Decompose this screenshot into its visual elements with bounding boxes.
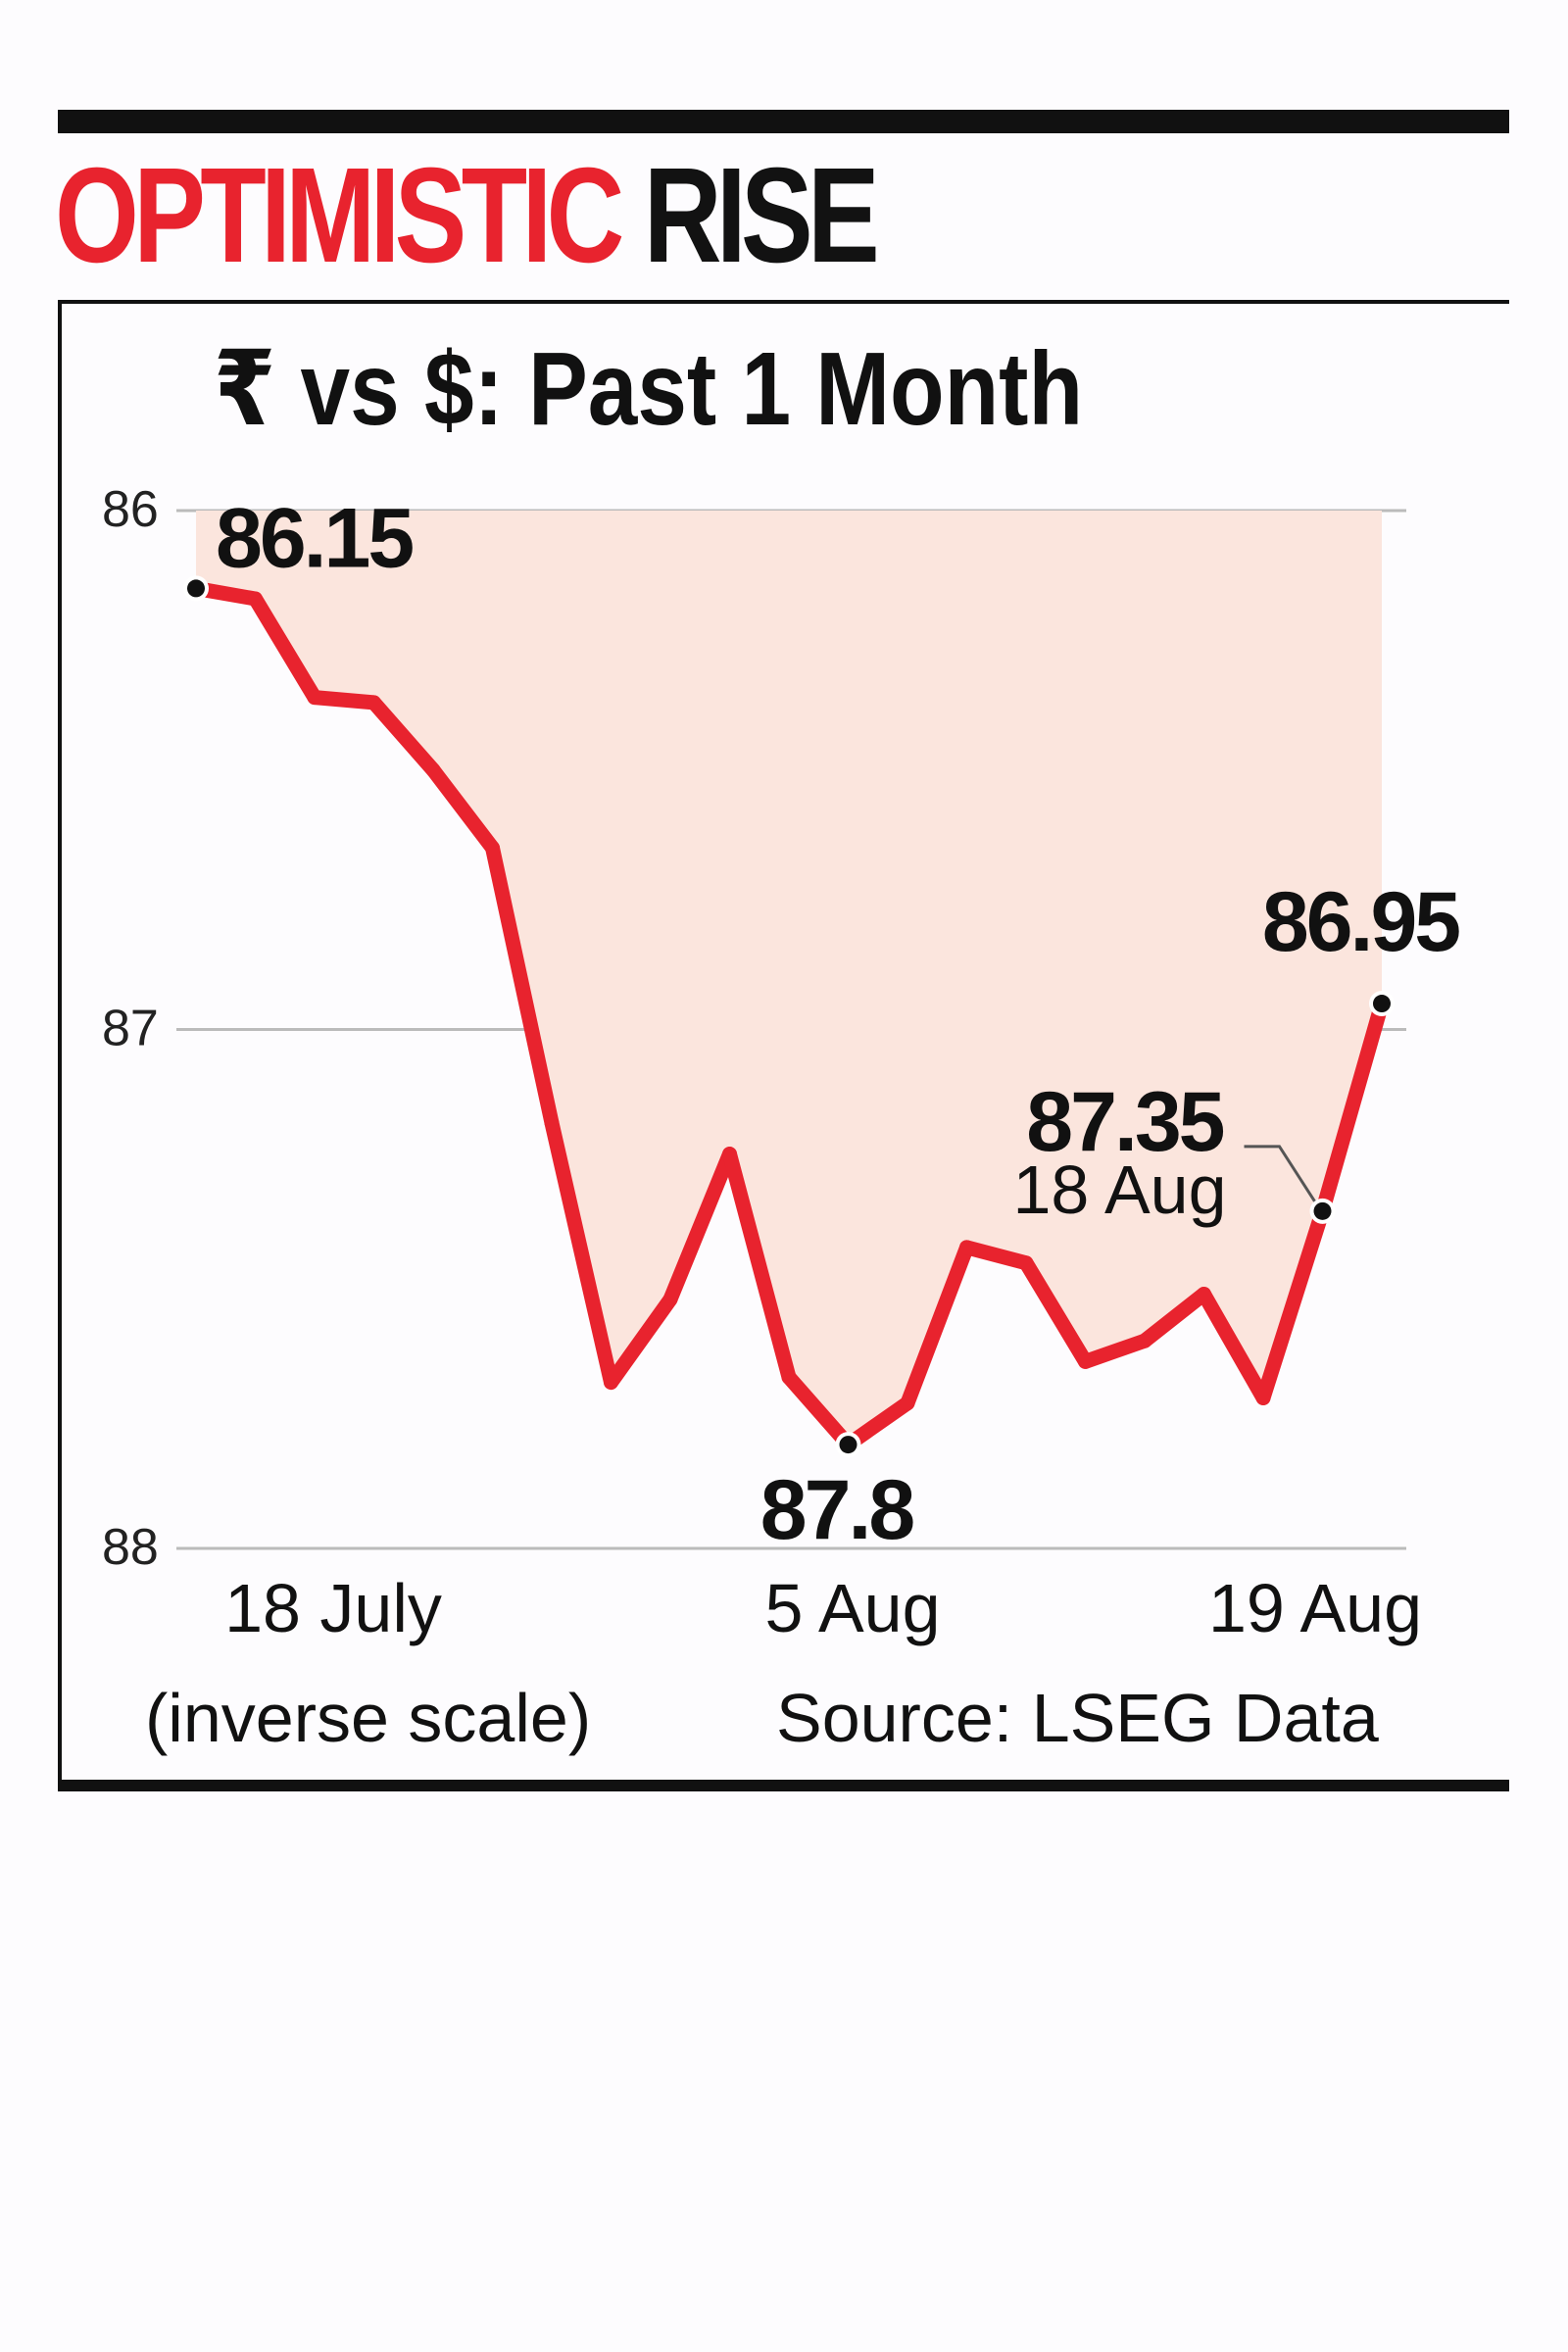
y-tick-label: 87 bbox=[102, 1001, 159, 1057]
series-line-segment bbox=[1018, 1255, 1093, 1369]
data-point bbox=[187, 579, 205, 598]
x-tick-label: 19 Aug bbox=[1208, 1570, 1422, 1646]
scale-note: (inverse scale) bbox=[145, 1680, 591, 1756]
x-tick-label: 5 Aug bbox=[764, 1570, 940, 1646]
headline-red-part: OPTIMISTIC bbox=[55, 140, 624, 291]
data-label: 86.15 bbox=[216, 491, 413, 585]
x-tick-label: 18 July bbox=[224, 1570, 442, 1646]
series-line-segment bbox=[722, 1147, 797, 1385]
headline: OPTIMISTIC RISE bbox=[55, 147, 880, 284]
series-line-segment bbox=[1255, 1203, 1330, 1405]
chart-panel bbox=[58, 300, 1509, 1791]
y-tick-label: 86 bbox=[102, 481, 159, 538]
source-note: Source: LSEG Data bbox=[776, 1680, 1379, 1756]
point-layer bbox=[183, 575, 1395, 1458]
data-label: 87.35 bbox=[1026, 1075, 1223, 1169]
series-line-segment bbox=[1137, 1287, 1211, 1348]
series-line-segment bbox=[485, 840, 560, 1131]
grid: 86 87 88 bbox=[102, 481, 1406, 1576]
area-layer bbox=[196, 511, 1382, 1446]
data-point bbox=[1313, 1201, 1332, 1220]
series-line-segment bbox=[1315, 996, 1390, 1219]
headline-black-part: RISE bbox=[643, 140, 880, 291]
top-rule bbox=[58, 110, 1509, 133]
series-line-segment bbox=[900, 1240, 974, 1411]
data-point bbox=[1373, 995, 1391, 1013]
data-sublabel: 18 Aug bbox=[1013, 1152, 1227, 1228]
series-line-segment bbox=[1078, 1333, 1152, 1369]
series-line-segment bbox=[248, 591, 322, 706]
leader-line bbox=[1244, 1145, 1316, 1202]
series-line-segment bbox=[544, 1115, 618, 1391]
area-fill bbox=[196, 511, 1382, 1446]
series-line-segment bbox=[959, 1240, 1034, 1271]
series-line-segment bbox=[307, 690, 381, 710]
series-line-segment bbox=[781, 1369, 856, 1452]
series-line-segment bbox=[662, 1147, 737, 1307]
chart-subtitle: ₹ vs $: Past 1 Month bbox=[214, 331, 1083, 447]
x-axis: 18 July 5 Aug 19 Aug bbox=[224, 1570, 1422, 1646]
series-line-segment bbox=[425, 762, 500, 856]
y-tick-label: 88 bbox=[102, 1519, 159, 1576]
data-label: 87.8 bbox=[760, 1463, 914, 1557]
series-line-segment bbox=[1197, 1287, 1271, 1405]
series-line-segment bbox=[604, 1292, 678, 1391]
series-line-segment bbox=[367, 695, 441, 778]
line-layer bbox=[188, 580, 1390, 1452]
data-label: 86.95 bbox=[1262, 875, 1459, 969]
data-point bbox=[839, 1436, 858, 1454]
